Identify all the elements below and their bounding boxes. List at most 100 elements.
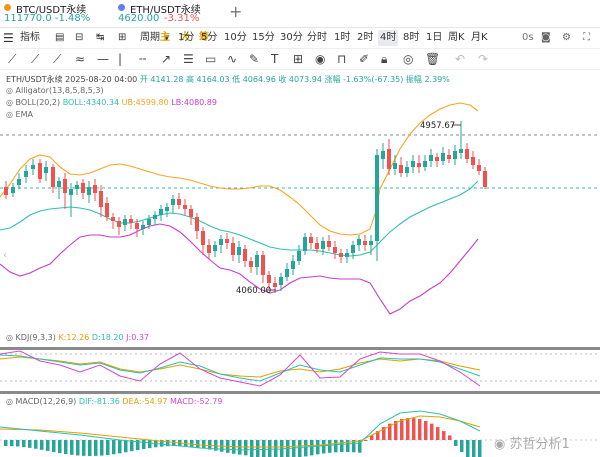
- rectangle-icon[interactable]: ▭: [205, 52, 217, 66]
- alligator-label: Alligator(13,8,5,8,5,3): [15, 86, 104, 95]
- kdj-k-value: K:12.26: [58, 333, 90, 342]
- stay-draw-icon[interactable]: ✐: [359, 52, 370, 66]
- tab-change: -3.31%: [164, 13, 200, 24]
- alligator-legend[interactable]: ◎ Alligator(13,8,5,8,5,3): [6, 86, 104, 95]
- macd-bar: [34, 440, 38, 449]
- interval-timeline[interactable]: 分时: [307, 32, 327, 43]
- macd-bar: [268, 440, 272, 457]
- macd-bar: [124, 440, 128, 453]
- candle-body: [141, 225, 145, 229]
- crosshair-icon[interactable]: ↹: [96, 32, 105, 43]
- macd-legend[interactable]: ◎ MACD(12,26,9) DIF:-81.36 DEA:-54.97 MA…: [6, 397, 222, 406]
- ray-line-icon[interactable]: ⟋: [31, 52, 40, 66]
- fullscreen-icon[interactable]: ⛶: [583, 32, 590, 43]
- ruler-icon[interactable]: ⊟: [75, 32, 84, 43]
- interval-2h[interactable]: 2时: [357, 32, 374, 43]
- macd-bar: [424, 420, 428, 440]
- eye-icon[interactable]: ◎: [6, 86, 13, 95]
- shortcut-chips[interactable]: 筹: [199, 32, 209, 43]
- kdj-legend[interactable]: ◎ KDJ(9,3,3) K:12.26 D:18.20 J:0.37: [6, 333, 149, 342]
- candle-body: [111, 217, 115, 221]
- indicator-button[interactable]: 指标: [20, 32, 40, 43]
- collapse-handle-icon[interactable]: ‹: [3, 250, 7, 261]
- watermark-text: 苏哲分析1: [509, 437, 570, 452]
- parallel-channel-icon[interactable]: ≈: [75, 52, 86, 66]
- interval-10m[interactable]: 10分: [224, 32, 247, 43]
- eye-icon[interactable]: ◎: [6, 98, 13, 107]
- interval-1h[interactable]: 1时: [334, 32, 351, 43]
- delete-icon[interactable]: 🗑︎: [425, 52, 441, 66]
- undo-icon[interactable]: ↶: [455, 52, 466, 66]
- candle-body: [405, 167, 409, 173]
- interval-1d[interactable]: 1日: [426, 32, 443, 43]
- period-button[interactable]: 周期: [140, 32, 160, 43]
- macd-bar: [346, 440, 350, 453]
- interval-4h[interactable]: 4时: [378, 30, 399, 46]
- candle-body: [225, 239, 229, 243]
- measure-icon[interactable]: ⊞: [293, 52, 304, 66]
- macd-pane-divider[interactable]: [0, 391, 600, 394]
- macd-dea-value: DEA:-54.97: [122, 397, 168, 406]
- candle-body: [51, 167, 55, 187]
- interval-8h[interactable]: 8时: [403, 32, 420, 43]
- kdj-pane-divider[interactable]: [0, 347, 600, 350]
- candle-body: [237, 247, 241, 255]
- fibonacci-icon[interactable]: ☰: [183, 52, 194, 66]
- candle-body: [99, 191, 103, 207]
- price-line-icon[interactable]: ╌: [139, 52, 147, 66]
- hide-icon[interactable]: ◉: [315, 52, 326, 66]
- candle-body: [453, 151, 457, 159]
- vertical-line-icon[interactable]: |: [118, 52, 123, 66]
- arrow-icon[interactable]: ↗: [161, 52, 172, 66]
- eye-icon[interactable]: ◎: [6, 110, 13, 119]
- chevron-down-icon[interactable]: ▼: [164, 34, 170, 42]
- menu-icon[interactable]: ☰: [3, 31, 14, 45]
- candle-body: [393, 163, 397, 169]
- candle-body: [81, 183, 85, 193]
- interval-5m[interactable]: 5分: [201, 32, 218, 43]
- macd-bar: [250, 440, 254, 457]
- line-tool-icon[interactable]: ⊞: [118, 32, 127, 43]
- eye-icon[interactable]: ◎: [6, 397, 13, 406]
- lock-icon[interactable]: 🔒︎: [381, 52, 388, 66]
- macd-bar: [478, 440, 482, 457]
- candle-body: [309, 237, 313, 243]
- ema-legend[interactable]: ◎ EMA: [6, 110, 33, 119]
- interval-1m[interactable]: 1分: [178, 32, 195, 43]
- interval-15m[interactable]: 15分: [252, 32, 275, 43]
- ohlc-change: 涨幅 -1.63%(-67.35): [324, 75, 404, 84]
- kdj-j-line: [0, 350, 481, 387]
- eye-icon[interactable]: ◎: [6, 333, 13, 342]
- redo-icon[interactable]: ↷: [478, 52, 489, 66]
- settings-icon[interactable]: ⚙: [562, 32, 571, 43]
- candle-body: [375, 155, 379, 241]
- horizontal-line-icon[interactable]: —: [97, 52, 109, 66]
- interval-1mo[interactable]: 月K: [471, 32, 488, 43]
- macd-bar: [70, 440, 74, 455]
- shortcut-main[interactable]: 主: [160, 32, 170, 43]
- macd-bar: [106, 440, 110, 456]
- trend-line-icon[interactable]: ⟋: [8, 52, 17, 66]
- shortcut-big[interactable]: 大: [180, 32, 190, 43]
- camera-icon[interactable]: ◙: [541, 32, 551, 43]
- text-tool-icon[interactable]: T: [271, 52, 279, 66]
- wave-icon[interactable]: ∿: [227, 52, 238, 66]
- tab-eth-usdt[interactable]: ETH/USDT永续 4620.00 -3.31%: [114, 0, 222, 27]
- candle-body: [303, 237, 307, 251]
- extended-line-icon[interactable]: ⟋: [53, 52, 62, 66]
- eye-icon[interactable]: ◎: [403, 52, 414, 66]
- brush-icon[interactable]: ✎: [249, 52, 260, 66]
- tab-btc-usdt[interactable]: BTC/USDT永续 111770.0 -1.48%: [0, 0, 112, 27]
- magnet-icon[interactable]: ⊓: [337, 52, 347, 66]
- chart-area[interactable]: 4957.67 4060.00: [0, 69, 600, 457]
- ohlc-open: 开 4141.28: [139, 75, 184, 84]
- interval-30m[interactable]: 30分: [280, 32, 303, 43]
- boll-legend[interactable]: ◎ BOLL(20,2) BOLL:4340.34 UB:4599.80 LB:…: [6, 98, 217, 107]
- candle-body: [333, 247, 337, 253]
- candle-body: [273, 283, 277, 287]
- macd-dif-value: DIF:-81.36: [78, 397, 120, 406]
- save-layout-icon[interactable]: ▤: [55, 32, 65, 43]
- macd-bar: [340, 440, 344, 453]
- add-tab-icon[interactable]: +: [229, 2, 243, 21]
- interval-1w[interactable]: 周K: [448, 32, 465, 43]
